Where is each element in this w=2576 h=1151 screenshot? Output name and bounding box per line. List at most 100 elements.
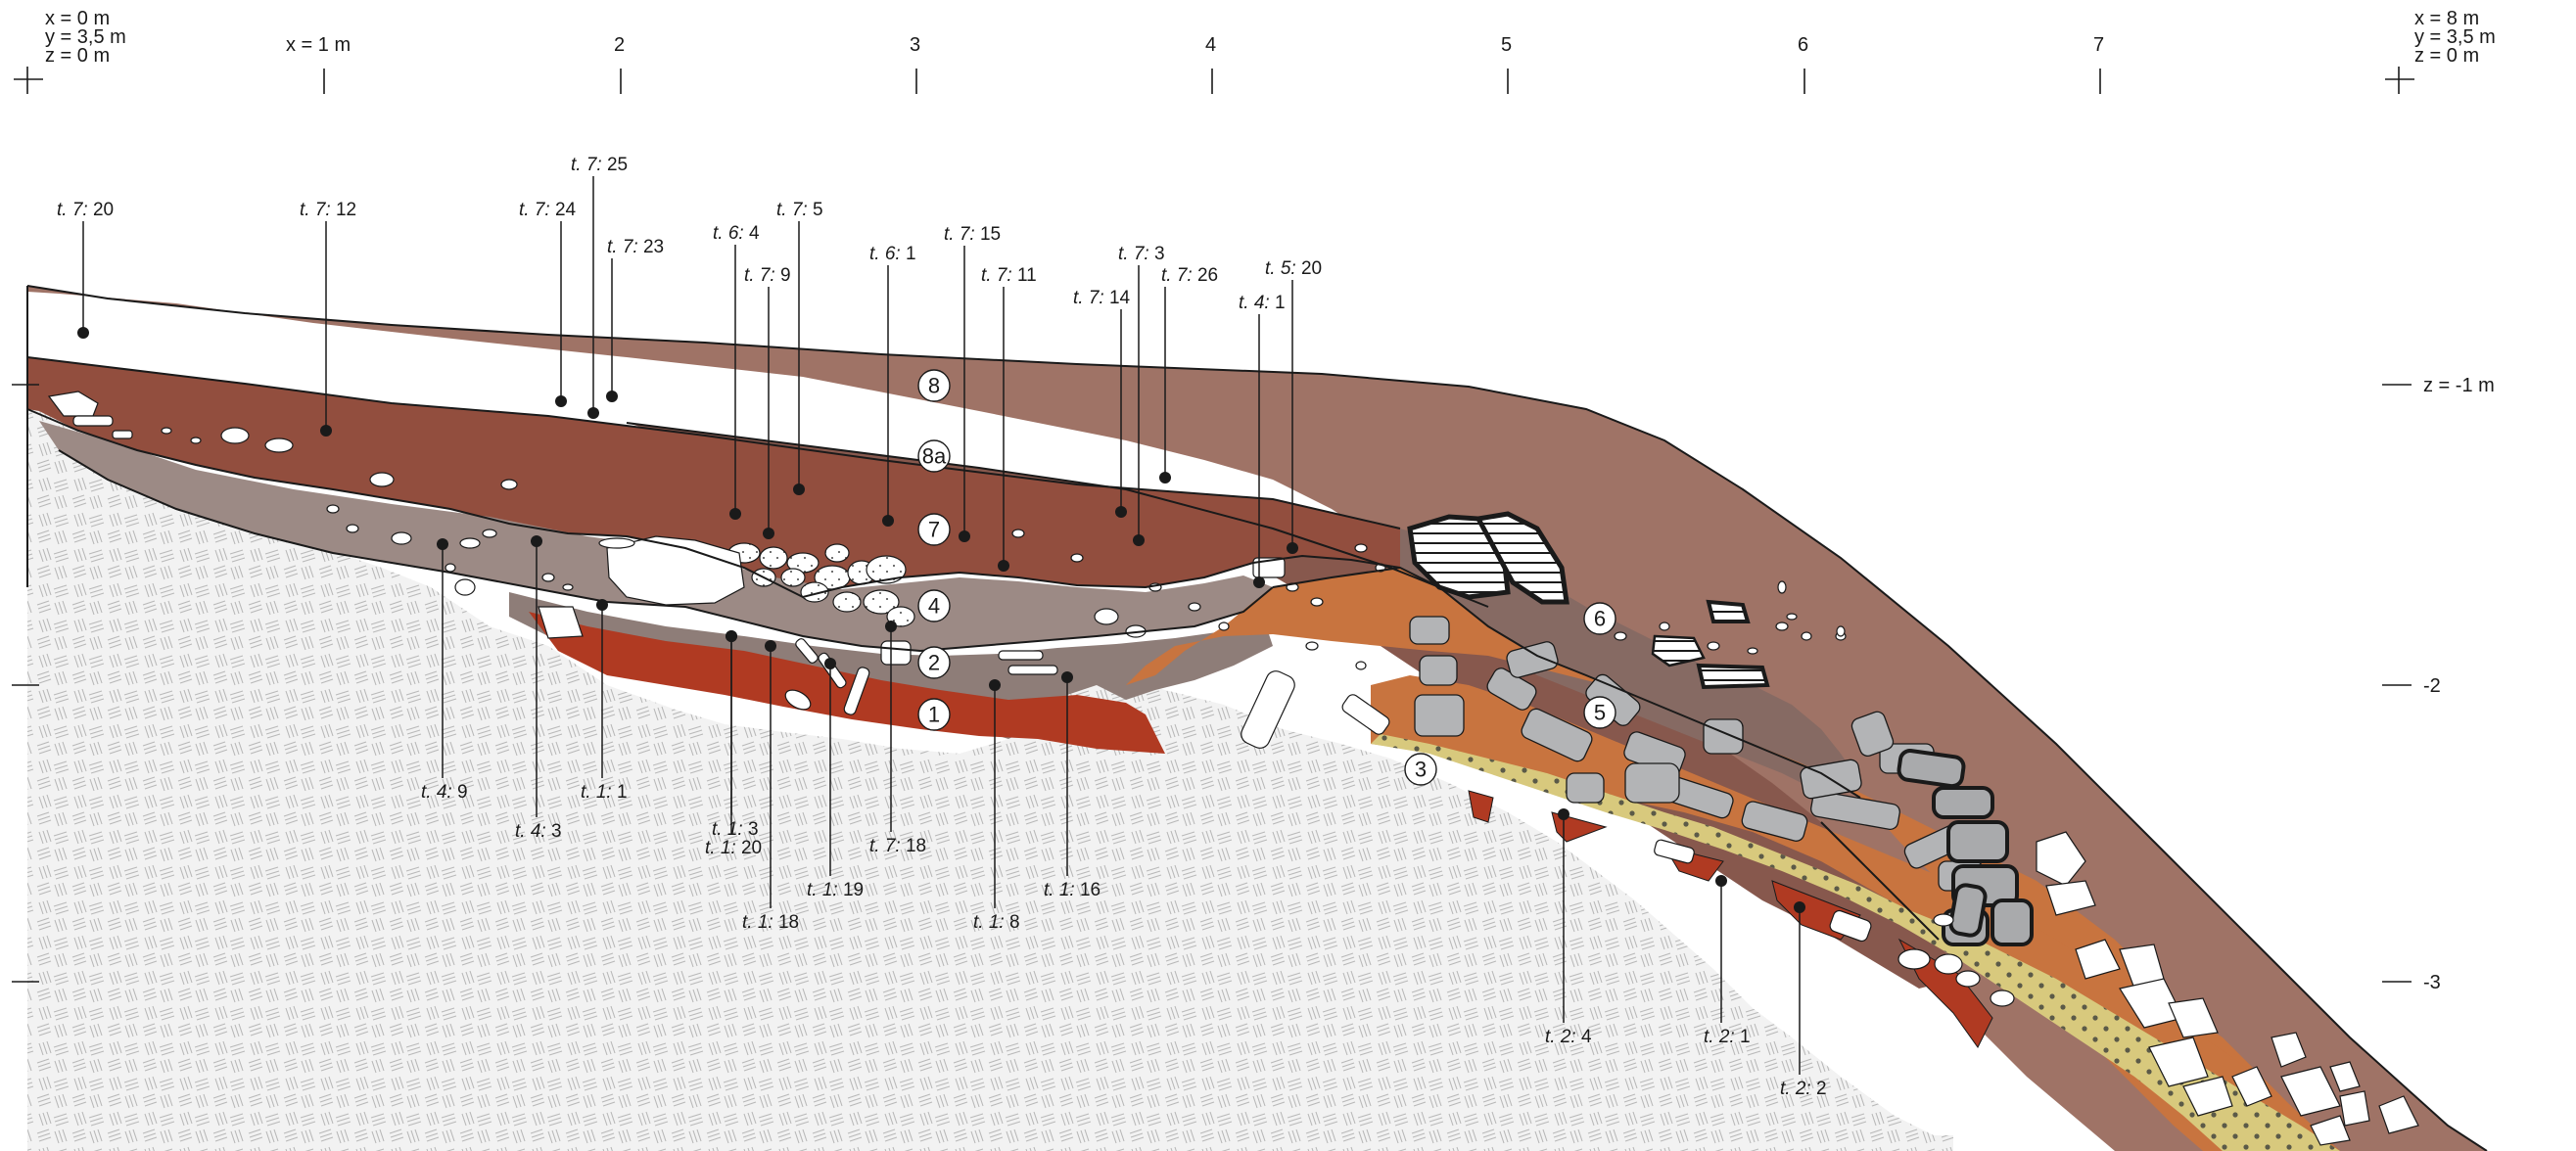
find-label: t. 7: 24 [519,200,577,220]
layer-badge-1: 1 [917,698,951,731]
find-label-tomb: t. 1: [712,819,743,840]
find-label-tomb: t. 7: [1073,288,1104,308]
x-label-7: 7 [2093,34,2104,56]
find-label-tomb: t. 1: [807,880,838,900]
find-label-tomb: t. 7: [776,200,808,220]
find-label: t. 7: 26 [1161,265,1218,286]
find-marker: t. 7: 5 [776,200,823,495]
find-label-number: 1 [1270,293,1286,313]
find-marker: t. 1: 19 [807,658,864,900]
find-label: t. 7: 5 [776,200,823,220]
find-label-tomb: t. 2: [1780,1079,1811,1099]
striped-boulders [1407,511,1770,690]
find-label: t. 1: 19 [807,880,864,900]
x-label-2: 2 [614,34,625,56]
find-label: t. 7: 12 [300,200,356,220]
svg-text:2: 2 [928,651,940,675]
layer-7-fill [27,357,1449,597]
find-dot [1061,671,1073,683]
find-dot [885,621,897,632]
find-label-number: 1 [1735,1027,1751,1047]
find-label-number: 11 [1012,265,1037,286]
find-dot [824,658,836,669]
corner-left-line3: z = 0 m [45,45,110,67]
bedrock-hatch-area [27,391,1953,1151]
find-marker: t. 7: 20 [57,200,114,339]
find-dot [1794,901,1805,913]
find-label-tomb: t. 7: [1161,265,1193,286]
find-label: t. 6: 4 [713,223,760,244]
find-dot [587,407,599,419]
find-label-number: 20 [88,200,114,220]
x-label-6: 6 [1798,34,1808,56]
layer-boundaries [26,285,2488,1151]
find-dot [1115,506,1127,518]
find-marker: t. 7: 14 [1073,288,1131,518]
find-label: t. 1: 1 [581,782,628,803]
find-label-tomb: t. 7: [300,200,331,220]
find-marker: t. 7: 24 [519,200,577,407]
find-label-tomb: t. 5: [1265,258,1296,279]
corner-right-line1: x = 8 m [2414,8,2479,29]
layer-badge-5: 5 [1583,696,1616,729]
find-dot [1253,576,1265,588]
find-dot [1133,534,1145,546]
find-dot [726,630,737,642]
find-marker: t. 1: 8 [973,679,1020,933]
find-dot [596,599,608,611]
find-marker: t. 7: 3 [1118,244,1165,546]
find-dot [437,538,448,550]
find-dot [882,515,894,527]
find-label: t. 7: 11 [981,265,1037,286]
find-label-number: 12 [331,200,356,220]
svg-text:1: 1 [928,703,940,727]
find-marker: t. 2: 2 [1780,901,1827,1099]
find-label-number: 20 [736,838,762,858]
find-label: t. 7: 18 [869,836,926,856]
find-label-number: 3 [546,821,562,842]
find-marker: t. 4: 1 [1239,293,1286,588]
corner-right-label: x = 8 m y = 3,5 m z = 0 m [2414,8,2496,67]
find-label-number: 9 [452,782,468,803]
find-dot [793,483,805,495]
find-label-number: 5 [808,200,823,220]
find-label: t. 7: 9 [744,265,791,286]
find-label-number: 9 [775,265,791,286]
find-label-number: 3 [1149,244,1165,264]
find-marker: t. 1: 18 [742,640,799,933]
svg-text:8: 8 [928,374,940,398]
find-label-tomb: t. 4: [421,782,452,803]
find-dot [1715,875,1727,887]
find-dot [320,425,332,437]
find-label-tomb: t. 1: [742,912,773,933]
find-label: t. 4: 1 [1239,293,1286,313]
find-label: t. 1: 20 [705,838,762,858]
find-marker: t. 7: 15 [944,224,1001,542]
find-marker: t. 1: 1 [581,599,628,803]
find-label: t. 7: 14 [1073,288,1131,308]
find-label-number: 18 [773,912,799,933]
find-label: t. 1: 16 [1044,880,1101,900]
find-label-number: 4 [1576,1027,1592,1047]
x-label-1: x = 1 m [286,34,351,56]
svg-text:7: 7 [928,518,940,542]
z-label-1: z = -1 m [2423,375,2495,396]
find-label-tomb: t. 4: [515,821,546,842]
find-marker: t. 4: 9 [421,538,468,803]
find-label-tomb: t. 6: [713,223,744,244]
layer-3-dots [1371,734,2340,1151]
find-dot [1558,808,1569,820]
find-marker: t. 7: 11 [981,265,1037,572]
layer-badge-8: 8 [917,369,951,402]
find-marker: t. 1: 20 [705,630,762,858]
find-label: t. 4: 9 [421,782,468,803]
corner-right-line3: z = 0 m [2414,45,2479,67]
find-dot [1159,472,1171,483]
find-label-tomb: t. 1: [705,838,736,858]
find-markers: t. 7: 20 t. 7: 12 t. 7: 24t. 7: 25t. 7: 23… [57,155,1827,1099]
find-dot [959,530,970,542]
layer-badge-3: 3 [1404,753,1437,786]
find-label-tomb: t. 7: [744,265,775,286]
